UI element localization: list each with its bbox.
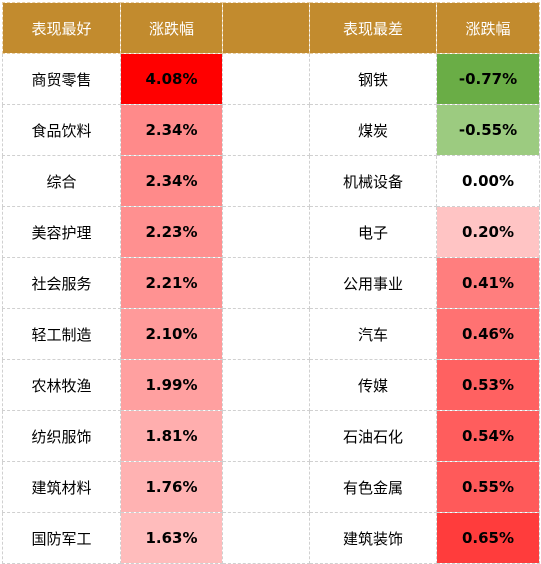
table-row: 商贸零售 4.08% 钢铁 -0.77% bbox=[2, 53, 540, 105]
table-row: 轻工制造 2.10% 汽车 0.46% bbox=[2, 308, 540, 360]
spacer-cell bbox=[222, 359, 310, 411]
worst-change-value: 0.41% bbox=[436, 257, 540, 309]
worst-industry-name: 汽车 bbox=[309, 308, 437, 360]
worst-industry-name: 电子 bbox=[309, 206, 437, 258]
worst-change-value: 0.65% bbox=[436, 512, 540, 564]
worst-industry-name: 机械设备 bbox=[309, 155, 437, 207]
best-change-header: 涨跌幅 bbox=[120, 2, 223, 54]
best-change-value: 2.34% bbox=[120, 104, 223, 156]
best-change-value: 2.34% bbox=[120, 155, 223, 207]
best-industry-name: 美容护理 bbox=[2, 206, 121, 258]
header-row: 表现最好 涨跌幅 表现最差 涨跌幅 bbox=[2, 2, 540, 54]
table-row: 建筑材料 1.76% 有色金属 0.55% bbox=[2, 461, 540, 513]
worst-change-value: 0.00% bbox=[436, 155, 540, 207]
best-industry-name: 建筑材料 bbox=[2, 461, 121, 513]
worst-industry-name: 公用事业 bbox=[309, 257, 437, 309]
worst-change-header: 涨跌幅 bbox=[436, 2, 540, 54]
best-change-value: 2.10% bbox=[120, 308, 223, 360]
best-change-value: 1.76% bbox=[120, 461, 223, 513]
spacer-cell bbox=[222, 206, 310, 258]
worst-performers-header: 表现最差 bbox=[309, 2, 437, 54]
spacer-cell bbox=[222, 53, 310, 105]
best-industry-name: 轻工制造 bbox=[2, 308, 121, 360]
spacer-cell bbox=[222, 461, 310, 513]
table-row: 食品饮料 2.34% 煤炭 -0.55% bbox=[2, 104, 540, 156]
table-row: 社会服务 2.21% 公用事业 0.41% bbox=[2, 257, 540, 309]
worst-industry-name: 钢铁 bbox=[309, 53, 437, 105]
best-change-value: 1.63% bbox=[120, 512, 223, 564]
best-change-value: 2.21% bbox=[120, 257, 223, 309]
table-row: 美容护理 2.23% 电子 0.20% bbox=[2, 206, 540, 258]
worst-industry-name: 煤炭 bbox=[309, 104, 437, 156]
spacer-cell bbox=[222, 104, 310, 156]
worst-change-value: -0.77% bbox=[436, 53, 540, 105]
table-row: 国防军工 1.63% 建筑装饰 0.65% bbox=[2, 512, 540, 564]
worst-change-value: 0.53% bbox=[436, 359, 540, 411]
best-change-value: 2.23% bbox=[120, 206, 223, 258]
best-industry-name: 纺织服饰 bbox=[2, 410, 121, 462]
worst-industry-name: 石油石化 bbox=[309, 410, 437, 462]
worst-industry-name: 传媒 bbox=[309, 359, 437, 411]
table-row: 农林牧渔 1.99% 传媒 0.53% bbox=[2, 359, 540, 411]
worst-change-value: 0.55% bbox=[436, 461, 540, 513]
best-industry-name: 国防军工 bbox=[2, 512, 121, 564]
worst-change-value: 0.46% bbox=[436, 308, 540, 360]
best-change-value: 1.99% bbox=[120, 359, 223, 411]
spacer-header bbox=[222, 2, 310, 54]
best-industry-name: 社会服务 bbox=[2, 257, 121, 309]
best-industry-name: 商贸零售 bbox=[2, 53, 121, 105]
best-industry-name: 食品饮料 bbox=[2, 104, 121, 156]
worst-change-value: -0.55% bbox=[436, 104, 540, 156]
table-row: 纺织服饰 1.81% 石油石化 0.54% bbox=[2, 410, 540, 462]
spacer-cell bbox=[222, 308, 310, 360]
best-change-value: 4.08% bbox=[120, 53, 223, 105]
worst-industry-name: 有色金属 bbox=[309, 461, 437, 513]
spacer-cell bbox=[222, 410, 310, 462]
worst-industry-name: 建筑装饰 bbox=[309, 512, 437, 564]
worst-change-value: 0.20% bbox=[436, 206, 540, 258]
spacer-cell bbox=[222, 512, 310, 564]
spacer-cell bbox=[222, 257, 310, 309]
spacer-cell bbox=[222, 155, 310, 207]
table-row: 综合 2.34% 机械设备 0.00% bbox=[2, 155, 540, 207]
best-industry-name: 农林牧渔 bbox=[2, 359, 121, 411]
best-industry-name: 综合 bbox=[2, 155, 121, 207]
worst-change-value: 0.54% bbox=[436, 410, 540, 462]
best-change-value: 1.81% bbox=[120, 410, 223, 462]
best-performers-header: 表现最好 bbox=[2, 2, 121, 54]
